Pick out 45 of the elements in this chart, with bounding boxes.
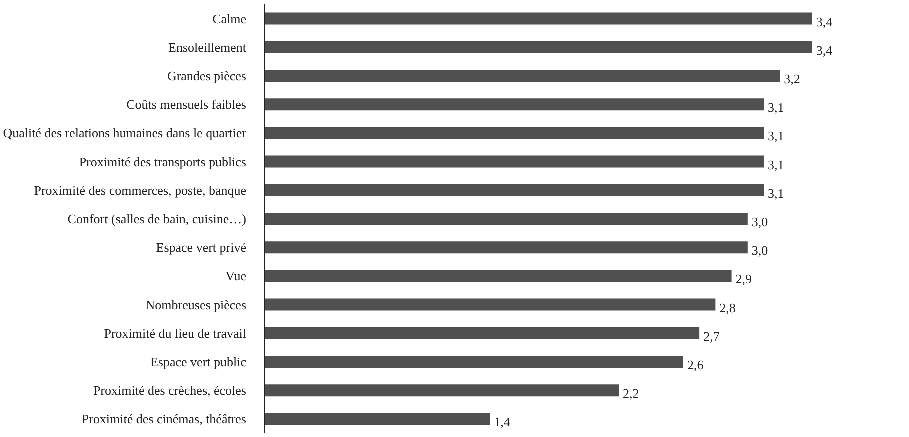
bar bbox=[264, 212, 748, 226]
data-label: 2,9 bbox=[736, 272, 752, 287]
bar bbox=[264, 156, 764, 168]
bar bbox=[264, 242, 748, 254]
bar bbox=[264, 356, 684, 368]
y-tick-label: Proximité des transports publics bbox=[79, 154, 247, 170]
data-label: 3,4 bbox=[816, 14, 834, 30]
y-tick-label: Proximité des cinémas, théâtres bbox=[82, 412, 247, 427]
data-label: 2,7 bbox=[704, 328, 720, 344]
y-tick-label: Calme bbox=[212, 11, 247, 26]
data-label: 3,0 bbox=[752, 214, 768, 230]
y-tick-label: Proximité des crèches, écoles bbox=[93, 383, 247, 398]
bar bbox=[264, 12, 812, 25]
data-label: 3,0 bbox=[752, 243, 768, 258]
bar bbox=[264, 413, 490, 426]
y-tick-label: Coûts mensuels faibles bbox=[126, 97, 247, 112]
data-label: 2,6 bbox=[687, 358, 704, 372]
data-label: 3,1 bbox=[768, 128, 784, 144]
bar bbox=[264, 98, 764, 111]
y-tick-label: Proximité du lieu de travail bbox=[104, 326, 247, 341]
data-label: 2,8 bbox=[720, 300, 736, 316]
data-label: 3,4 bbox=[816, 42, 834, 58]
bar bbox=[264, 384, 619, 397]
data-label: 2,2 bbox=[623, 386, 640, 402]
data-label: 3,1 bbox=[768, 186, 784, 201]
y-tick-label: Grandes pièces bbox=[167, 68, 247, 84]
y-tick-label: Espace vert privé bbox=[156, 240, 247, 256]
bar bbox=[264, 270, 732, 282]
data-label: 1,4 bbox=[494, 414, 511, 430]
y-tick-label: Confort (salles de bain, cuisine…) bbox=[68, 212, 247, 226]
data-label: 3,1 bbox=[768, 157, 784, 172]
y-tick-label: Proximité des commerces, poste, banque bbox=[34, 182, 247, 198]
bar bbox=[264, 327, 700, 340]
bar bbox=[264, 298, 716, 311]
bar bbox=[264, 127, 764, 140]
y-tick-label: Espace vert public bbox=[150, 354, 247, 370]
bar bbox=[264, 41, 812, 54]
bar bbox=[264, 70, 780, 82]
data-label: 3,1 bbox=[768, 100, 784, 116]
y-tick-label: Nombreuses pièces bbox=[146, 297, 246, 312]
data-label: 3,2 bbox=[784, 72, 800, 86]
bar bbox=[264, 184, 764, 196]
y-tick-label: Vue bbox=[226, 268, 247, 284]
y-tick-label: Qualité des relations humaines dans le quartier bbox=[3, 126, 248, 141]
y-tick-label: Ensoleillement bbox=[168, 40, 247, 55]
